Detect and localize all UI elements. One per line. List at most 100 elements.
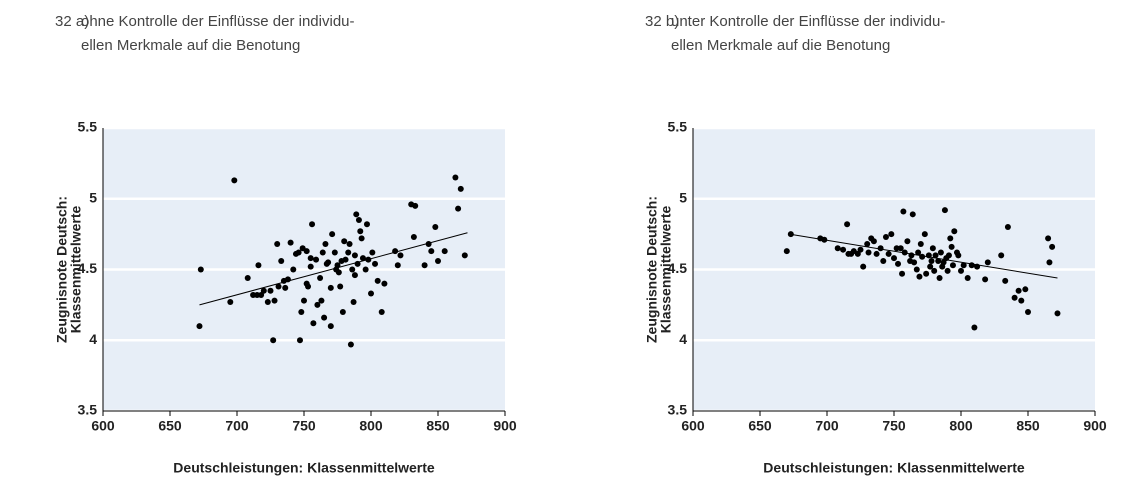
point [844,221,851,228]
point [369,249,376,256]
point [362,266,369,273]
point [397,252,404,259]
point [271,297,278,304]
point [282,284,289,291]
point [951,228,958,235]
point [1049,243,1056,250]
point [350,299,357,306]
point [309,221,316,228]
x-tick-label: 600 [681,418,705,434]
point [274,241,281,248]
point [227,299,234,306]
x-tick-label: 650 [158,418,182,434]
point [457,185,464,192]
point [984,259,991,266]
point [937,249,944,256]
point [303,248,310,255]
point [270,337,277,344]
point [899,270,906,277]
point [381,280,388,287]
point [882,233,889,240]
point [435,258,441,265]
point [927,263,934,270]
y-tick-label: 3.5 [668,402,688,418]
point [394,262,401,269]
x-tick-label: 800 [359,418,383,434]
point [929,245,936,252]
point [410,233,417,240]
point [857,246,864,253]
point [928,258,935,265]
y-tick-label: 4.5 [668,260,688,276]
x-tick-label: 650 [748,418,772,434]
point [307,255,314,262]
point [949,262,956,269]
point [244,274,251,281]
point [941,207,948,214]
y-tick-label: 4 [679,331,687,347]
point [346,241,353,248]
point [1054,310,1061,317]
point [314,301,321,308]
point [319,249,326,256]
y-tick-label: 5.5 [668,119,688,135]
point [301,297,307,304]
point [865,249,872,256]
point [960,262,967,269]
point [1002,277,1009,284]
point [264,299,271,306]
point [347,341,354,348]
point [327,323,334,330]
point [358,235,365,242]
point [363,221,370,228]
point [368,290,374,297]
point [334,262,341,269]
x-tick-label: 850 [426,418,450,434]
point [958,267,964,274]
x-tick-label: 800 [949,418,973,434]
x-tick-label: 900 [493,418,517,434]
point [923,270,930,277]
point [917,241,924,248]
point [932,252,939,259]
point [305,283,312,290]
point [278,258,285,265]
point [783,248,790,255]
point [880,258,887,265]
x-axis-label: Deutschleistungen: Klassenmittelwerte [173,460,435,476]
point [359,255,366,262]
point [260,287,267,294]
point [452,174,459,181]
point [455,205,462,212]
point [295,249,302,256]
point [860,263,867,270]
y-axis-label: Klassenmittelwerte [68,205,84,333]
point [290,266,297,273]
point [971,324,978,331]
point [317,274,324,281]
point [913,266,920,273]
point [948,243,955,250]
point [355,216,362,223]
point [357,228,364,235]
point [916,273,923,280]
point [321,314,328,321]
y-tick-label: 3.5 [78,402,98,418]
point [322,241,329,248]
point [432,224,439,231]
point [897,245,904,252]
point [307,263,314,270]
y-axis-label: Zeugnisnote Deutsch: [644,196,660,343]
point [895,260,902,267]
point [412,202,419,209]
point [341,238,348,245]
point [904,238,911,245]
point [374,277,381,284]
x-tick-label: 700 [815,418,839,434]
point [919,253,926,260]
point [267,287,274,294]
x-tick-label: 750 [882,418,906,434]
point [885,250,892,257]
point [834,245,841,252]
point [372,260,379,267]
